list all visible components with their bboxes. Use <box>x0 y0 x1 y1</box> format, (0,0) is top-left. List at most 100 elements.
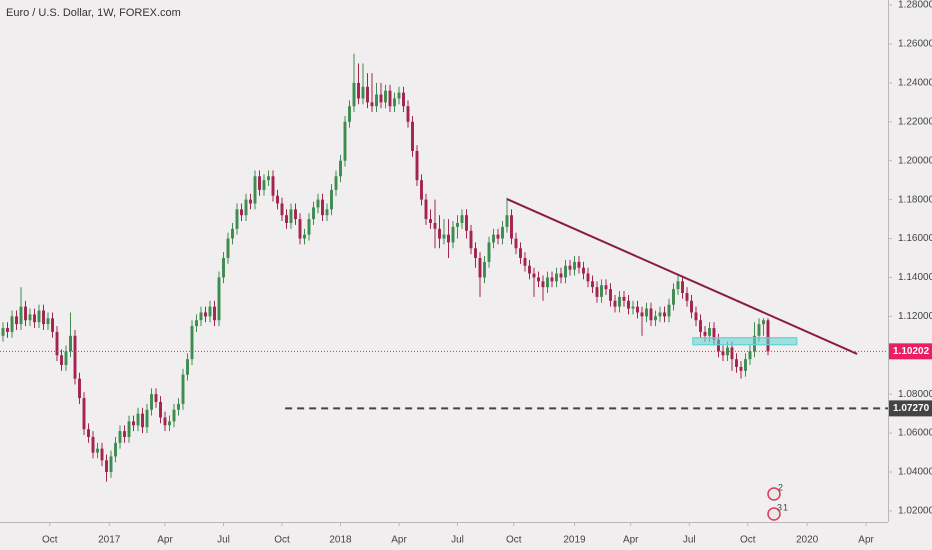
candle-body <box>195 320 198 327</box>
candle-body <box>366 86 369 103</box>
candle-body <box>393 98 396 107</box>
candle-body <box>406 106 410 122</box>
candle-body <box>397 92 401 99</box>
candle-body <box>573 261 576 270</box>
candle-body <box>555 273 558 282</box>
candle-body <box>42 310 45 325</box>
candle-body <box>87 429 90 437</box>
candle-body <box>199 312 203 321</box>
candle-body <box>478 257 482 278</box>
candle-body <box>721 351 725 356</box>
candle-body <box>577 261 581 268</box>
event-badge-count: 3 <box>777 502 782 512</box>
candle-body <box>429 219 432 223</box>
candle-body <box>676 281 680 290</box>
candle-body <box>96 448 99 453</box>
candle-body <box>123 431 126 437</box>
y-tick-label: 1.18000 <box>898 194 932 205</box>
candle-body <box>217 277 221 321</box>
candle-body <box>667 304 671 317</box>
candle-body <box>321 199 324 216</box>
candle-body <box>114 442 117 457</box>
candle-body <box>213 306 216 321</box>
candle-body <box>276 195 279 204</box>
candle-body <box>645 308 648 317</box>
candle-body <box>141 413 144 428</box>
y-tick-label: 1.22000 <box>898 116 932 127</box>
candle-body <box>762 320 765 325</box>
candle-body <box>600 285 603 297</box>
candle-body <box>271 176 275 196</box>
candle-body <box>609 289 612 301</box>
candle-body <box>501 226 504 239</box>
candle-body <box>316 199 320 208</box>
candle-body <box>537 277 540 282</box>
candle-body <box>172 409 176 422</box>
x-tick-label: Apr <box>858 535 874 546</box>
x-tick-label: Jul <box>217 535 230 546</box>
candle-body <box>145 409 149 428</box>
price-label: 1.10202 <box>893 346 930 357</box>
candle-body <box>181 374 185 404</box>
candle-body <box>654 316 657 321</box>
candle-body <box>289 209 293 223</box>
price-label-box <box>889 400 932 417</box>
candle-body <box>411 121 414 151</box>
candle-body <box>757 324 761 336</box>
candle-body <box>735 359 738 367</box>
y-tick-label: 1.28000 <box>898 0 932 11</box>
candle-body <box>550 277 554 282</box>
candle-body <box>267 176 270 181</box>
candle-body <box>451 226 455 243</box>
candle-body <box>163 417 167 426</box>
candle-body <box>469 230 473 249</box>
candle-body <box>82 398 86 430</box>
candle-body <box>415 150 419 181</box>
candle-body <box>523 257 527 266</box>
candle-body <box>649 308 653 321</box>
x-tick-label: 2020 <box>796 535 819 546</box>
x-tick-label: Jul <box>683 535 696 546</box>
candle-body <box>249 199 252 204</box>
candle-body <box>438 228 441 239</box>
y-tick-label: 1.24000 <box>898 78 932 89</box>
candle-body <box>546 277 549 288</box>
candle-body <box>510 215 513 239</box>
candle-body <box>433 222 437 229</box>
candle-body <box>595 287 599 297</box>
y-tick-label: 1.08000 <box>898 389 932 400</box>
candle-body <box>447 234 450 243</box>
event-badge-count: 2 <box>778 482 783 492</box>
candle-body <box>379 94 383 103</box>
event-badge-icon <box>767 507 781 521</box>
candle-body <box>222 257 225 278</box>
candle-body <box>55 331 59 356</box>
candle-body <box>384 90 387 103</box>
candle-body <box>559 273 563 278</box>
candle-body <box>253 176 257 204</box>
candle-body <box>186 359 189 375</box>
x-tick-label: Oct <box>274 535 290 546</box>
candle-body <box>28 314 32 321</box>
candle-body <box>474 248 477 258</box>
candle-body <box>388 90 392 107</box>
candle-body <box>294 209 297 220</box>
candle-body <box>528 265 531 274</box>
candle-body <box>303 234 306 239</box>
x-tick-label: 2018 <box>329 535 352 546</box>
event-badge-icon <box>767 487 781 501</box>
candle-body <box>699 320 702 332</box>
candle-body <box>154 394 158 402</box>
candle-body <box>505 215 509 227</box>
x-tick-label: Oct <box>42 535 58 546</box>
candle-body <box>730 347 734 360</box>
candle-body <box>748 351 752 360</box>
candle-body <box>532 273 536 278</box>
candle-body <box>681 281 684 294</box>
candle-body <box>375 94 378 107</box>
candle-body <box>487 242 491 262</box>
candle-body <box>766 320 770 352</box>
